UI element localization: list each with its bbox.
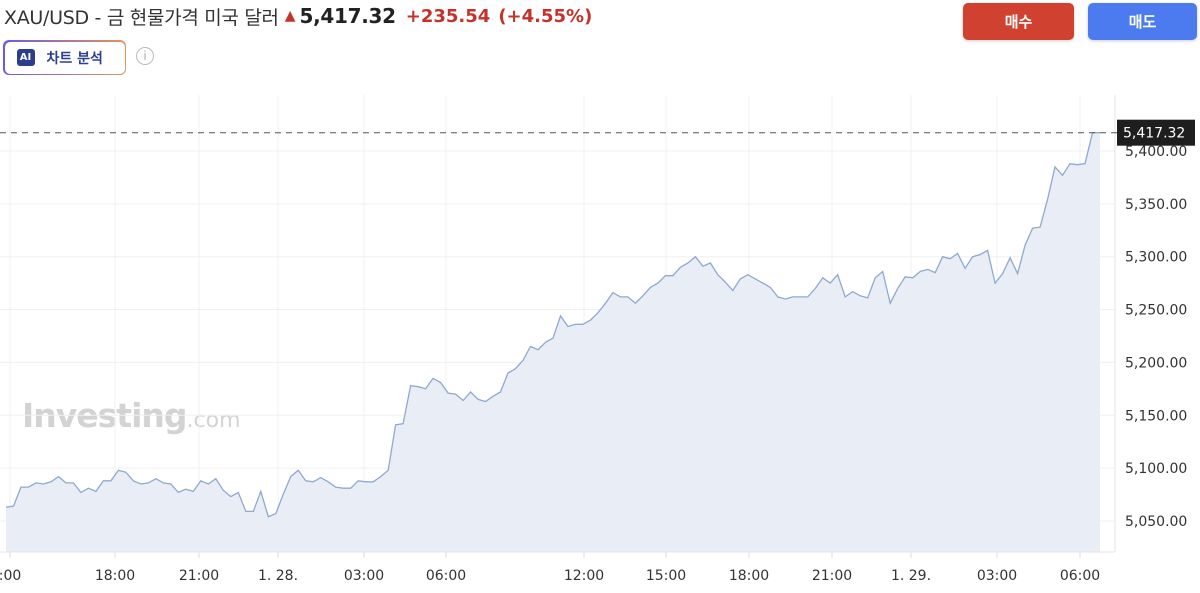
ai-chart-analysis-button[interactable]: AI 차트 분석	[3, 40, 126, 75]
last-price: 5,417.32	[299, 4, 396, 28]
ai-chart-analysis-label: 차트 분석	[46, 50, 103, 67]
instrument-title: XAU/USD - 금 현물가격 미국 달러	[4, 6, 279, 29]
sell-button[interactable]: 매도	[1088, 3, 1197, 40]
x-tick-label: 18:00	[729, 568, 769, 584]
x-tick-label: 15:00	[646, 568, 686, 584]
ai-icon: AI	[16, 49, 35, 66]
y-tick-label: 5,200.00	[1125, 355, 1187, 371]
x-tick-label: 03:00	[977, 568, 1017, 584]
info-icon[interactable]: i	[136, 47, 154, 65]
x-tick-label: 1. 28.	[258, 568, 298, 584]
price-area-fill	[6, 132, 1100, 552]
y-tick-label: 5,050.00	[1125, 514, 1187, 530]
y-tick-label: 5,400.00	[1125, 144, 1187, 160]
x-tick-label: 06:00	[426, 568, 466, 584]
y-tick-label: 5,100.00	[1125, 461, 1187, 477]
x-tick-label: 1. 29.	[891, 568, 931, 584]
y-tick-label: 5,150.00	[1125, 408, 1187, 424]
y-tick-label: 5,350.00	[1125, 197, 1187, 213]
y-tick-label: 5,300.00	[1125, 250, 1187, 266]
price-line	[5, 132, 1100, 518]
x-tick-label: 06:00	[1060, 568, 1100, 584]
x-tick-label: 21:00	[179, 568, 219, 584]
x-tick-label: :00	[0, 568, 21, 584]
x-tick-label: 03:00	[344, 568, 384, 584]
instrument-header: XAU/USD - 금 현물가격 미국 달러 ▲ 5,417.32 +235.5…	[4, 2, 592, 30]
arrow-up-icon: ▲	[284, 8, 296, 24]
price-change-percent: (+4.55%)	[498, 5, 593, 27]
x-tick-label: 18:00	[95, 568, 135, 584]
y-tick-label: 5,250.00	[1125, 303, 1187, 319]
last-price-label: 5,417.32	[1123, 126, 1185, 142]
last-price-box	[1117, 119, 1195, 146]
x-tick-label: 12:00	[564, 568, 604, 584]
buy-button[interactable]: 매수	[963, 3, 1074, 40]
x-tick-label: 21:00	[812, 568, 852, 584]
price-change: +235.54	[405, 5, 491, 27]
